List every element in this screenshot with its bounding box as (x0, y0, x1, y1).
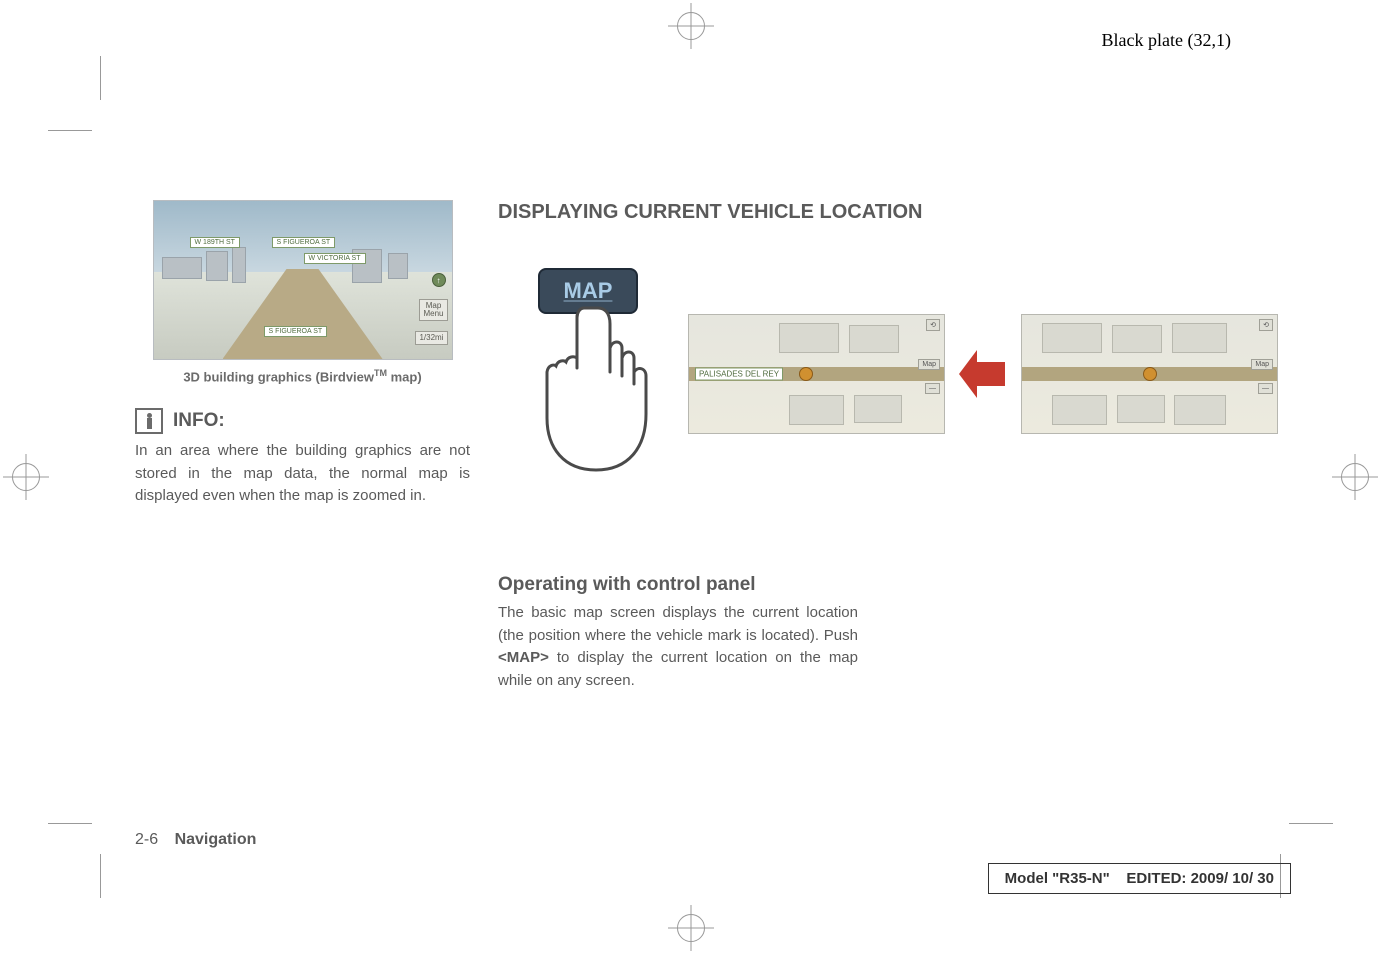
page-root: Black plate (32,1) W 189TH ST S FIGUEROA… (0, 0, 1381, 954)
map-chip: ⟲ (926, 319, 940, 331)
crop-tick (48, 130, 92, 131)
edited-date: 2009/ 10/ 30 (1191, 870, 1274, 887)
left-column: W 189TH ST S FIGUEROA ST W VICTORIA ST S… (135, 200, 470, 508)
birdview-figure: W 189TH ST S FIGUEROA ST W VICTORIA ST S… (153, 200, 453, 360)
illustration-row: MAP PALISADES DEL REY ⟲ Map — (498, 264, 1278, 484)
reg-mark-left (12, 463, 40, 491)
arrow-left-icon (955, 346, 1011, 402)
map-chip: ⟲ (1259, 319, 1273, 331)
caption-tm: TM (374, 368, 387, 378)
edited-label: EDITED: (1126, 870, 1190, 887)
reg-mark-bottom (677, 914, 705, 942)
street-sign: W VICTORIA ST (304, 253, 366, 264)
section-title: DISPLAYING CURRENT VEHICLE LOCATION (498, 200, 1278, 224)
page-number: 2-6 (135, 831, 158, 848)
info-block: INFO: (135, 408, 470, 434)
scale-chip: 1/32mi (415, 331, 447, 345)
street-sign: S FIGUEROA ST (272, 237, 336, 248)
info-body: In an area where the building graphics a… (135, 440, 470, 508)
info-icon (135, 408, 163, 434)
section-name: Navigation (175, 831, 257, 848)
map-chip: — (1258, 383, 1273, 394)
crop-tick (100, 854, 101, 898)
street-sign: S FIGUEROA ST (264, 326, 328, 337)
plate-label: Black plate (32,1) (1102, 30, 1231, 51)
crop-tick (100, 56, 101, 100)
model-edited-box: Model "R35-N" EDITED: 2009/ 10/ 30 (988, 863, 1291, 894)
figure-caption: 3D building graphics (BirdviewTM map) (135, 368, 470, 384)
hand-press-illustration: MAP (498, 264, 678, 484)
crop-tick (1289, 823, 1333, 824)
map-menu-chip: Map Menu (419, 299, 447, 321)
info-label: INFO: (173, 410, 225, 432)
nav-screenshot-after: ⟲ Map — (1021, 314, 1278, 434)
vehicle-marker-icon (1143, 367, 1157, 381)
crop-tick (48, 823, 92, 824)
page-footer-left: 2-6 Navigation (135, 831, 256, 849)
model-code: "R35-N" (1052, 870, 1110, 887)
map-key-label: <MAP> (498, 649, 549, 666)
reg-mark-right (1341, 463, 1369, 491)
compass-icon: ↑ (432, 273, 446, 287)
map-chip: Map (1251, 359, 1273, 370)
street-sign: W 189TH ST (190, 237, 240, 248)
vehicle-marker-icon (799, 367, 813, 381)
subsection-body: The basic map screen displays the curren… (498, 602, 858, 692)
nav-screenshot-before: PALISADES DEL REY ⟲ Map — (688, 314, 945, 434)
right-column: DISPLAYING CURRENT VEHICLE LOCATION MAP … (498, 200, 1278, 692)
reg-mark-top (677, 12, 705, 40)
model-label: Model (1005, 870, 1053, 887)
subsection-title: Operating with control panel (498, 574, 1278, 596)
caption-text: 3D building graphics (Birdview (183, 369, 374, 384)
map-label: PALISADES DEL REY (695, 368, 783, 381)
map-chip: Map (918, 359, 940, 370)
body-text-post: to display the current location on the m… (498, 649, 858, 689)
body-text-pre: The basic map screen displays the curren… (498, 604, 858, 644)
map-chip: — (925, 383, 940, 394)
hand-icon (524, 298, 674, 478)
caption-text: map) (387, 369, 422, 384)
